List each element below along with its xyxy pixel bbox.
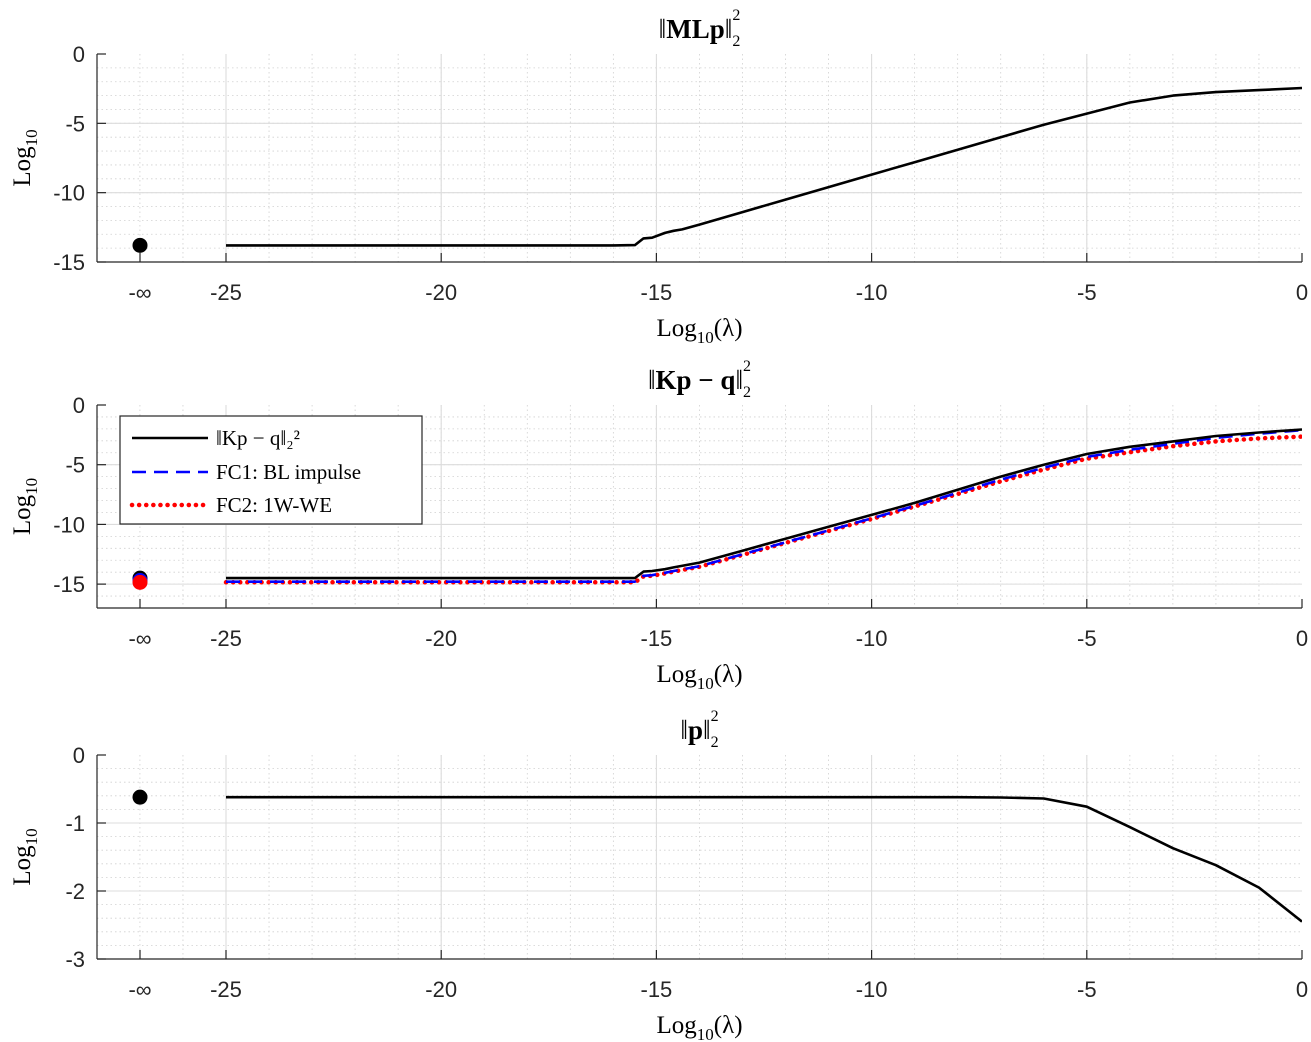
x-tick-label: -10 (856, 977, 888, 1002)
x-tick-label-neg-inf: -∞ (128, 977, 151, 1002)
series-line-1 (226, 795, 1302, 923)
x-axis-label: Log10(λ) (656, 661, 742, 693)
y-axis-label: Log10 (9, 478, 41, 535)
chart-2: -25 -20 -15 -10 -5 0 -∞ 0 -5 -10 -15 ‖Kp − q‖22 Log1… (9, 358, 1308, 693)
x-tick-label: -20 (425, 280, 457, 305)
x-tick-label: -25 (210, 977, 242, 1002)
x-tick-label: -5 (1077, 626, 1097, 651)
x-tick-label: -15 (641, 626, 673, 651)
x-tick-label: -5 (1077, 977, 1097, 1002)
x-tick-label: -25 (210, 280, 242, 305)
x-tick-label: -15 (641, 977, 673, 1002)
y-tick-label: -10 (53, 512, 85, 537)
x-tick-label: 0 (1296, 280, 1308, 305)
legend: ‖Kp − q‖₂² FC1: BL impulse FC2: 1W-WE (119, 415, 423, 525)
y-tick-label: -5 (65, 453, 85, 478)
neg-inf-point-3 (132, 574, 148, 590)
series-line-1 (226, 428, 1302, 580)
x-axis-label: Log10(λ) (656, 315, 742, 347)
x-tick-label: -10 (856, 280, 888, 305)
y-tick-label: -2 (65, 879, 85, 904)
series-line-1 (226, 86, 1302, 247)
y-tick-label: 0 (73, 743, 85, 768)
y-tick-label: -10 (53, 181, 85, 206)
legend-label-3: FC2: 1W-WE (216, 493, 332, 517)
x-tick-label-neg-inf: -∞ (128, 280, 151, 305)
x-tick-label-neg-inf: -∞ (128, 626, 151, 651)
x-tick-label: 0 (1296, 626, 1308, 651)
y-tick-label: -5 (65, 111, 85, 136)
x-tick-label: -10 (856, 626, 888, 651)
legend-label-2: FC1: BL impulse (216, 460, 361, 484)
chart-1: -25 -20 -15 -10 -5 0 -∞ 0 -5 -10 -15 ‖MLp‖22 Log10(λ… (9, 7, 1308, 347)
x-tick-label: -20 (425, 626, 457, 651)
legend-box (119, 415, 423, 525)
y-tick-label: -15 (53, 250, 85, 275)
y-axis-label: Log10 (9, 828, 41, 885)
chart-3: -25 -20 -15 -10 -5 0 -∞ 0 -1 -2 -3 ‖p‖22 Log10(λ) Log… (9, 708, 1308, 1042)
legend-label-1: ‖Kp − q‖₂² (216, 426, 300, 450)
chart-title: ‖p‖22 (680, 708, 718, 751)
chart-title: ‖Kp − q‖22 (648, 358, 751, 401)
series-line-3 (223, 434, 1302, 585)
x-axis-label: Log10(λ) (656, 1012, 742, 1042)
x-tick-label: -5 (1077, 280, 1097, 305)
neg-inf-point-1 (132, 789, 148, 805)
x-tick-label: 0 (1296, 977, 1308, 1002)
y-tick-label: -1 (65, 811, 85, 836)
x-tick-label: -25 (210, 626, 242, 651)
series-line-2 (226, 428, 1302, 584)
x-tick-label: -20 (425, 977, 457, 1002)
neg-inf-point-1 (132, 237, 148, 253)
y-tick-label: -15 (53, 572, 85, 597)
y-axis-label: Log10 (9, 129, 41, 186)
chart-title: ‖MLp‖22 (659, 7, 741, 50)
y-tick-label: 0 (73, 393, 85, 418)
y-tick-label: 0 (73, 42, 85, 67)
x-tick-label: -15 (641, 280, 673, 305)
y-tick-label: -3 (65, 947, 85, 972)
